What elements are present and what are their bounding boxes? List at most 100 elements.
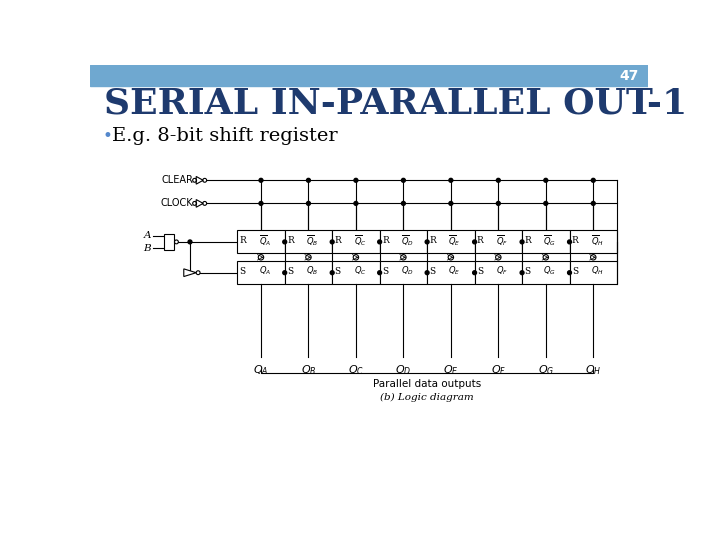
Text: $Q_G$: $Q_G$: [538, 363, 554, 377]
Text: $Q_F$: $Q_F$: [490, 363, 506, 377]
Text: $Q_C$: $Q_C$: [348, 363, 364, 377]
Text: $Q_A$: $Q_A$: [258, 265, 271, 278]
Text: CLEAR: CLEAR: [161, 176, 193, 185]
Circle shape: [307, 178, 310, 182]
Text: R: R: [382, 236, 389, 245]
Circle shape: [402, 201, 405, 205]
Circle shape: [307, 201, 310, 205]
Circle shape: [426, 271, 429, 275]
Circle shape: [426, 240, 429, 244]
Circle shape: [402, 178, 405, 182]
Text: $\overline{Q}_D$: $\overline{Q}_D$: [401, 233, 414, 248]
Circle shape: [449, 201, 453, 205]
Circle shape: [472, 240, 477, 244]
Text: S: S: [572, 267, 578, 275]
Bar: [332, 261, 379, 284]
Text: R: R: [477, 236, 484, 245]
Text: S: S: [287, 267, 293, 275]
Text: B: B: [143, 244, 151, 253]
Text: $Q_E$: $Q_E$: [449, 265, 461, 278]
Text: $\overline{Q}_C$: $\overline{Q}_C$: [354, 233, 366, 248]
Circle shape: [567, 240, 572, 244]
Bar: [570, 231, 617, 253]
Text: R: R: [335, 236, 341, 245]
Text: $Q_C$: $Q_C$: [354, 265, 366, 278]
Circle shape: [354, 201, 358, 205]
Text: $\overline{Q}_A$: $\overline{Q}_A$: [258, 233, 271, 248]
Text: (b) Logic diagram: (b) Logic diagram: [380, 393, 474, 402]
Text: $Q_B$: $Q_B$: [306, 265, 318, 278]
Circle shape: [188, 240, 192, 244]
Bar: [379, 261, 427, 284]
Text: $\overline{Q}_E$: $\overline{Q}_E$: [449, 233, 461, 248]
Text: •: •: [102, 127, 112, 145]
Text: S: S: [524, 267, 531, 275]
Text: A: A: [144, 231, 151, 240]
Bar: [284, 231, 332, 253]
Circle shape: [330, 271, 334, 275]
Text: $Q_G$: $Q_G$: [544, 265, 557, 278]
Bar: [570, 261, 617, 284]
Text: S: S: [382, 267, 388, 275]
Bar: [474, 261, 522, 284]
Circle shape: [283, 240, 287, 244]
Circle shape: [472, 271, 477, 275]
Text: S: S: [240, 267, 246, 275]
Bar: [474, 231, 522, 253]
Text: $Q_F$: $Q_F$: [496, 265, 508, 278]
Text: $\overline{Q}_F$: $\overline{Q}_F$: [496, 233, 508, 248]
Text: $Q_D$: $Q_D$: [395, 363, 412, 377]
Polygon shape: [196, 200, 203, 207]
Polygon shape: [184, 269, 196, 276]
Circle shape: [378, 271, 382, 275]
Circle shape: [520, 271, 524, 275]
Text: E.g. 8-bit shift register: E.g. 8-bit shift register: [112, 127, 338, 145]
Text: R: R: [240, 236, 246, 245]
Text: 47: 47: [619, 69, 639, 83]
Text: $Q_B$: $Q_B$: [301, 363, 316, 377]
Circle shape: [354, 178, 358, 182]
Text: $Q_H$: $Q_H$: [585, 363, 601, 377]
Circle shape: [496, 201, 500, 205]
Text: $\overline{Q}_H$: $\overline{Q}_H$: [591, 233, 604, 248]
Bar: [238, 231, 284, 253]
Text: $Q_D$: $Q_D$: [401, 265, 414, 278]
Text: $\overline{Q}_G$: $\overline{Q}_G$: [544, 233, 557, 248]
Bar: [427, 231, 474, 253]
Text: $Q_E$: $Q_E$: [443, 363, 459, 377]
Circle shape: [567, 271, 572, 275]
Bar: [522, 231, 570, 253]
Text: S: S: [429, 267, 436, 275]
Bar: [379, 231, 427, 253]
Circle shape: [378, 240, 382, 244]
Text: R: R: [572, 236, 579, 245]
Circle shape: [544, 201, 548, 205]
Bar: [90, 65, 648, 86]
Text: Parallel data outputs: Parallel data outputs: [373, 379, 481, 389]
Text: R: R: [429, 236, 436, 245]
Bar: [163, 234, 174, 249]
Bar: [332, 231, 379, 253]
Circle shape: [591, 201, 595, 205]
Bar: [427, 261, 474, 284]
Text: SERIAL IN-PARALLEL OUT-1: SERIAL IN-PARALLEL OUT-1: [104, 86, 687, 120]
Text: R: R: [524, 236, 531, 245]
Circle shape: [591, 178, 595, 182]
Bar: [284, 261, 332, 284]
Text: $\overline{Q}_B$: $\overline{Q}_B$: [306, 233, 318, 248]
Circle shape: [259, 201, 263, 205]
Text: R: R: [287, 236, 294, 245]
Bar: [238, 261, 284, 284]
Circle shape: [449, 178, 453, 182]
Circle shape: [259, 178, 263, 182]
Text: $Q_H$: $Q_H$: [591, 265, 604, 278]
Circle shape: [496, 178, 500, 182]
Text: $Q_A$: $Q_A$: [253, 363, 269, 377]
Polygon shape: [196, 177, 203, 184]
Circle shape: [283, 271, 287, 275]
Circle shape: [544, 178, 548, 182]
Text: CLOCK: CLOCK: [161, 198, 193, 208]
Circle shape: [330, 240, 334, 244]
Circle shape: [520, 240, 524, 244]
Text: S: S: [335, 267, 341, 275]
